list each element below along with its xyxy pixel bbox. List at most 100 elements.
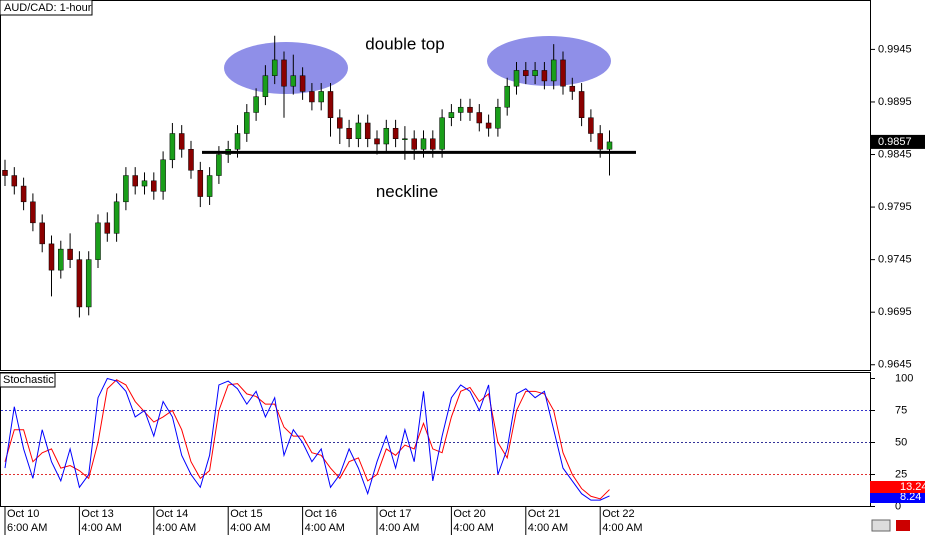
y-tick-label: 0.9795: [878, 201, 912, 213]
y-tick-label: 0.9945: [878, 43, 912, 55]
candle-body: [85, 259, 92, 308]
candle-body: [374, 138, 380, 145]
y-tick-label: 0.9895: [878, 96, 912, 108]
y-tick-label: 0: [895, 500, 901, 512]
candle-body: [448, 112, 455, 118]
candle-body: [244, 112, 250, 134]
candle-body: [411, 138, 417, 150]
candle-body: [550, 59, 557, 82]
highlight-ellipse: [487, 36, 611, 86]
candle-body: [355, 122, 362, 140]
x-tick-label: Oct 13: [81, 508, 113, 520]
candle-body: [95, 222, 101, 260]
x-tick-label: 4:00 AM: [528, 522, 568, 534]
candle-body: [48, 243, 55, 271]
y-tick-label: 50: [895, 436, 907, 448]
stochastic-line: [4, 379, 610, 500]
y-tick-label: 0.9845: [878, 148, 912, 160]
candle-body: [420, 138, 427, 150]
indicator-title: Stochastic: [3, 374, 54, 386]
candle-body: [216, 154, 222, 176]
y-tick-label: 0.9695: [878, 306, 912, 318]
candle-body: [67, 248, 73, 260]
x-tick-label: 4:00 AM: [453, 522, 493, 534]
x-tick-label: 6:00 AM: [7, 522, 47, 534]
last-price-box: [870, 134, 925, 149]
candle-body: [485, 122, 492, 129]
x-tick-label: Oct 20: [453, 508, 485, 520]
candle-body: [467, 106, 473, 113]
candle-body: [290, 75, 297, 87]
x-tick-label: Oct 15: [230, 508, 262, 520]
candle-body: [169, 133, 176, 161]
candle-body: [597, 133, 603, 150]
candle-body: [141, 180, 148, 187]
value-box-label: 13.24: [900, 481, 925, 493]
title-box: [0, 372, 56, 388]
candle-body: [513, 70, 520, 87]
x-tick-label: 4:00 AM: [602, 522, 642, 534]
candle-body: [346, 127, 352, 139]
candle-body: [188, 149, 194, 171]
candle-body: [39, 222, 45, 245]
candle-body: [30, 201, 36, 224]
stochastic-panel-frame: [0, 372, 871, 507]
y-tick-label: 75: [895, 404, 907, 416]
x-tick-label: 4:00 AM: [156, 522, 196, 534]
price-panel-frame: [0, 0, 871, 371]
candle-body: [439, 117, 445, 150]
candle-body: [476, 112, 483, 124]
y-tick-label: 0.9645: [878, 359, 912, 371]
candle-body: [383, 127, 390, 145]
candle-body: [234, 133, 241, 150]
candle-body: [606, 141, 613, 150]
candle-body: [402, 138, 408, 140]
icon[interactable]: [871, 519, 891, 532]
candle-body: [541, 70, 548, 82]
chart-title: AUD/CAD: 1-hour: [4, 2, 92, 14]
candle-body: [430, 138, 436, 150]
candle-body: [58, 248, 64, 271]
x-tick-label: 4:00 AM: [81, 522, 121, 534]
candle-body: [132, 175, 138, 187]
x-tick-label: 4:00 AM: [379, 522, 419, 534]
candle-body: [299, 75, 306, 92]
candle-body: [253, 96, 259, 113]
candle-body: [262, 75, 269, 97]
candle-body: [364, 122, 371, 140]
last-price-label: 0.9857: [878, 136, 912, 148]
candle-body: [11, 175, 18, 187]
y-tick-label: 0.9745: [878, 254, 912, 266]
x-tick-label: Oct 21: [528, 508, 560, 520]
x-tick-label: Oct 17: [379, 508, 411, 520]
candle-body: [318, 91, 324, 103]
candle-body: [160, 159, 166, 192]
x-tick-label: 4:00 AM: [305, 522, 345, 534]
candle-body: [271, 59, 278, 76]
candle-body: [206, 175, 213, 197]
title-box: [0, 0, 93, 16]
candle-body: [457, 106, 464, 113]
candle-body: [588, 117, 594, 134]
candle-body: [76, 259, 83, 308]
annotation: neckline: [376, 182, 438, 201]
value-box: [870, 491, 925, 503]
candle-body: [151, 180, 157, 192]
candle-body: [337, 117, 343, 129]
x-tick-label: 4:00 AM: [230, 522, 270, 534]
value-box-label: 8.24: [900, 491, 921, 503]
marks: 0.9645 0.9695 0.9745 0.9795 0.9845 0.9895 0.99…: [1, 35, 925, 535]
x-tick-label: Oct 14: [156, 508, 188, 520]
icon[interactable]: [896, 520, 910, 531]
candle-body: [560, 59, 566, 87]
candle-body: [523, 70, 529, 76]
candle-body: [495, 106, 501, 129]
candle-body: [327, 91, 334, 118]
candle-body: [281, 59, 287, 87]
x-tick-label: Oct 22: [602, 508, 634, 520]
x-tick-label: Oct 16: [305, 508, 337, 520]
candle-body: [20, 185, 27, 203]
candle-body: [532, 70, 538, 76]
